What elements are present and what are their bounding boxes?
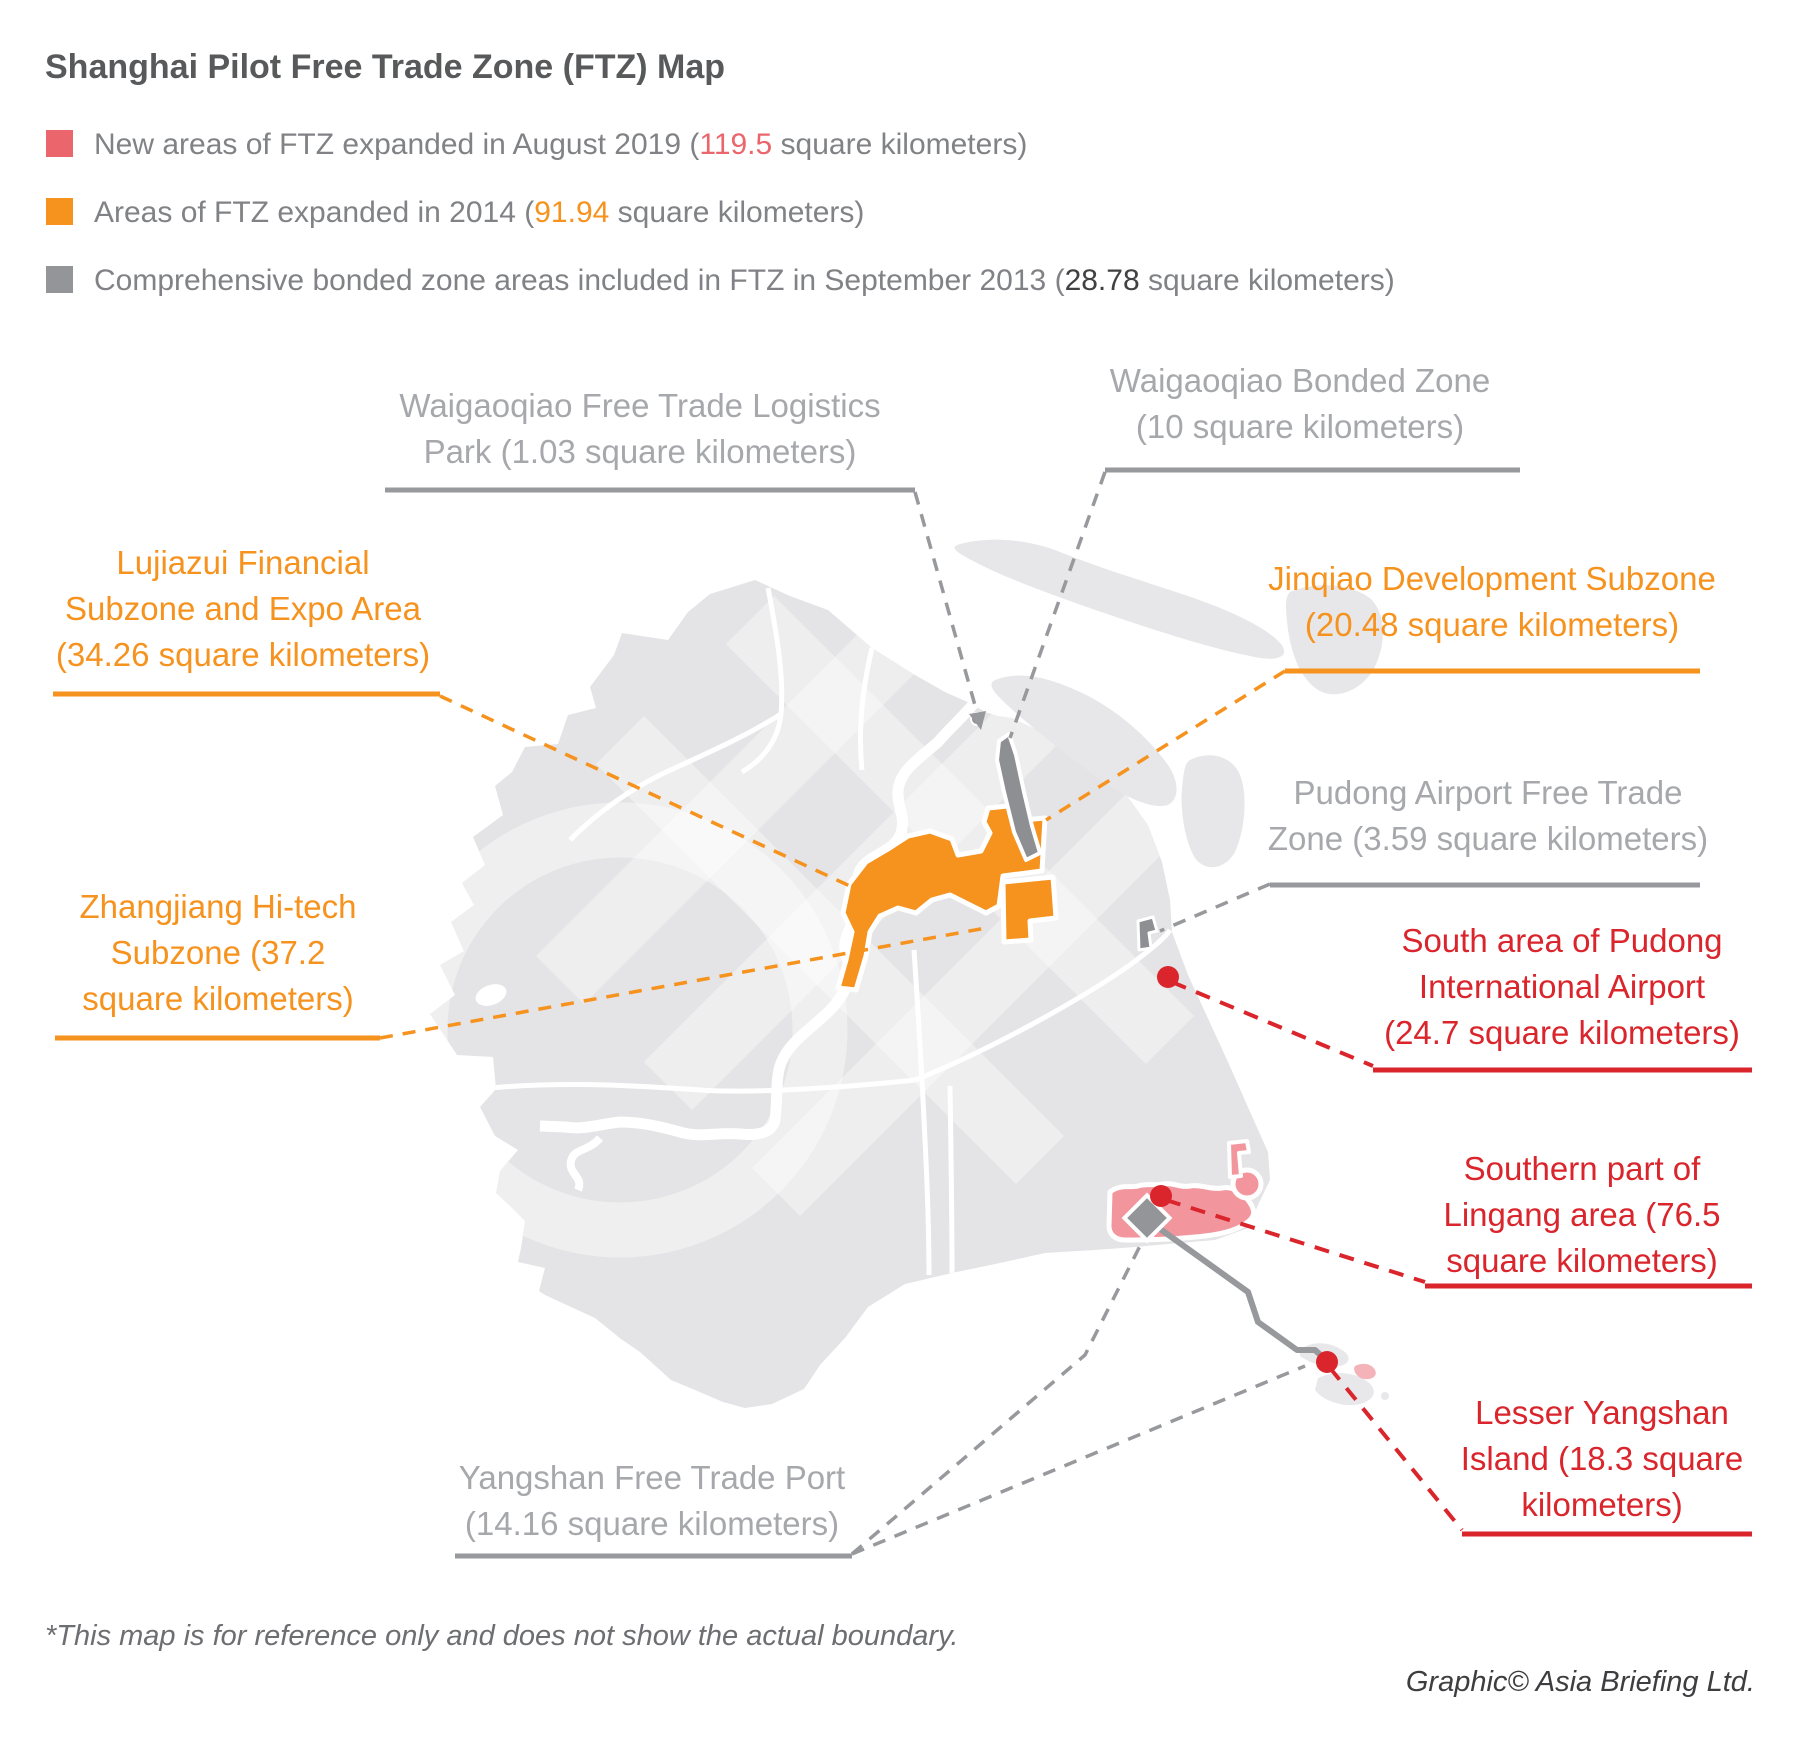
label-jinqiao: Jinqiao Development Subzone (20.48 square… <box>1268 560 1716 643</box>
arrowhead-icon <box>969 711 986 730</box>
legend-item-new-areas-2019: New areas of FTZ expanded in August 2019… <box>46 128 1395 161</box>
footnote: *This map is for reference only and does… <box>45 1620 959 1652</box>
zone-waigaoqiao-bonded <box>995 732 1042 862</box>
credit: Graphic© Asia Briefing Ltd. <box>1405 1666 1755 1698</box>
zone-pudong-airport <box>1136 915 1159 952</box>
orange-connectors <box>379 669 1286 1040</box>
page-title: Shanghai Pilot Free Trade Zone (FTZ) Map <box>45 48 726 86</box>
lake-shape <box>475 984 507 1006</box>
connector-yangshan-port-b <box>851 1364 1306 1556</box>
legend-item-bonded-2013: Comprehensive bonded zone areas included… <box>46 264 1395 297</box>
dot-lingang <box>1150 1185 1172 1207</box>
connector-waigaoqiao-logistics <box>913 491 980 717</box>
label-waigaoqiao-logistics: Waigaoqiao Free Trade Logistics Park (1.0… <box>399 387 881 470</box>
label-lesser-yangshan: Lesser Yangshan Island (18.3 square kilome… <box>1460 1394 1744 1523</box>
red-connectors <box>1165 980 1464 1532</box>
legend-item-expanded-2014: Areas of FTZ expanded in 2014 (91.94 squ… <box>46 196 1395 229</box>
label-pudong-airport-ftz: Pudong Airport Free Trade Zone (3.59 squa… <box>1267 774 1709 857</box>
label-zhangjiang: Zhangjiang Hi-tech Subzone (37.2 square ki… <box>79 888 357 1017</box>
connector-lingang <box>1165 1198 1426 1284</box>
connector-zhangjiang <box>379 926 987 1040</box>
legend-label: Comprehensive bonded zone areas included… <box>94 264 1395 297</box>
connector-lujiazui <box>439 694 894 908</box>
legend: New areas of FTZ expanded in August 2019… <box>46 130 1395 334</box>
legend-swatch-gray <box>46 266 73 293</box>
label-waigaoqiao-bonded: Waigaoqiao Bonded Zone (10 square kilomet… <box>1109 362 1491 445</box>
estuary-islands <box>954 539 1383 868</box>
legend-label: New areas of FTZ expanded in August 2019… <box>94 128 1028 161</box>
label-underlines <box>53 467 1752 1559</box>
legend-label: Areas of FTZ expanded in 2014 (91.94 squ… <box>94 196 865 229</box>
donghai-bridge-line <box>1154 1223 1331 1365</box>
connector-jinqiao <box>1045 669 1286 822</box>
label-yangshan-port: Yangshan Free Trade Port (14.16 square ki… <box>458 1459 846 1542</box>
connector-pudong-airport <box>1159 882 1271 933</box>
label-south-pudong-airport: South area of Pudong International Airpor… <box>1384 922 1740 1051</box>
diamond-marker <box>1121 1192 1173 1244</box>
connector-waigaoqiao-bonded <box>1008 471 1107 739</box>
label-lujiazui: Lujiazui Financial Subzone and Expo Area(… <box>55 544 431 673</box>
legend-swatch-orange <box>46 198 73 225</box>
dot-lesser-yangshan <box>1316 1351 1338 1373</box>
gray-connectors <box>850 471 1306 1556</box>
legend-swatch-red <box>46 130 73 157</box>
connector-lesser-yangshan <box>1328 1366 1464 1532</box>
zone-zhangjiang <box>1000 874 1059 945</box>
connector-yangshan-port-a <box>850 1239 1145 1556</box>
connector-south-pudong <box>1171 980 1374 1068</box>
label-lingang: Southern part of Lingang area (76.5 square… <box>1443 1150 1721 1279</box>
